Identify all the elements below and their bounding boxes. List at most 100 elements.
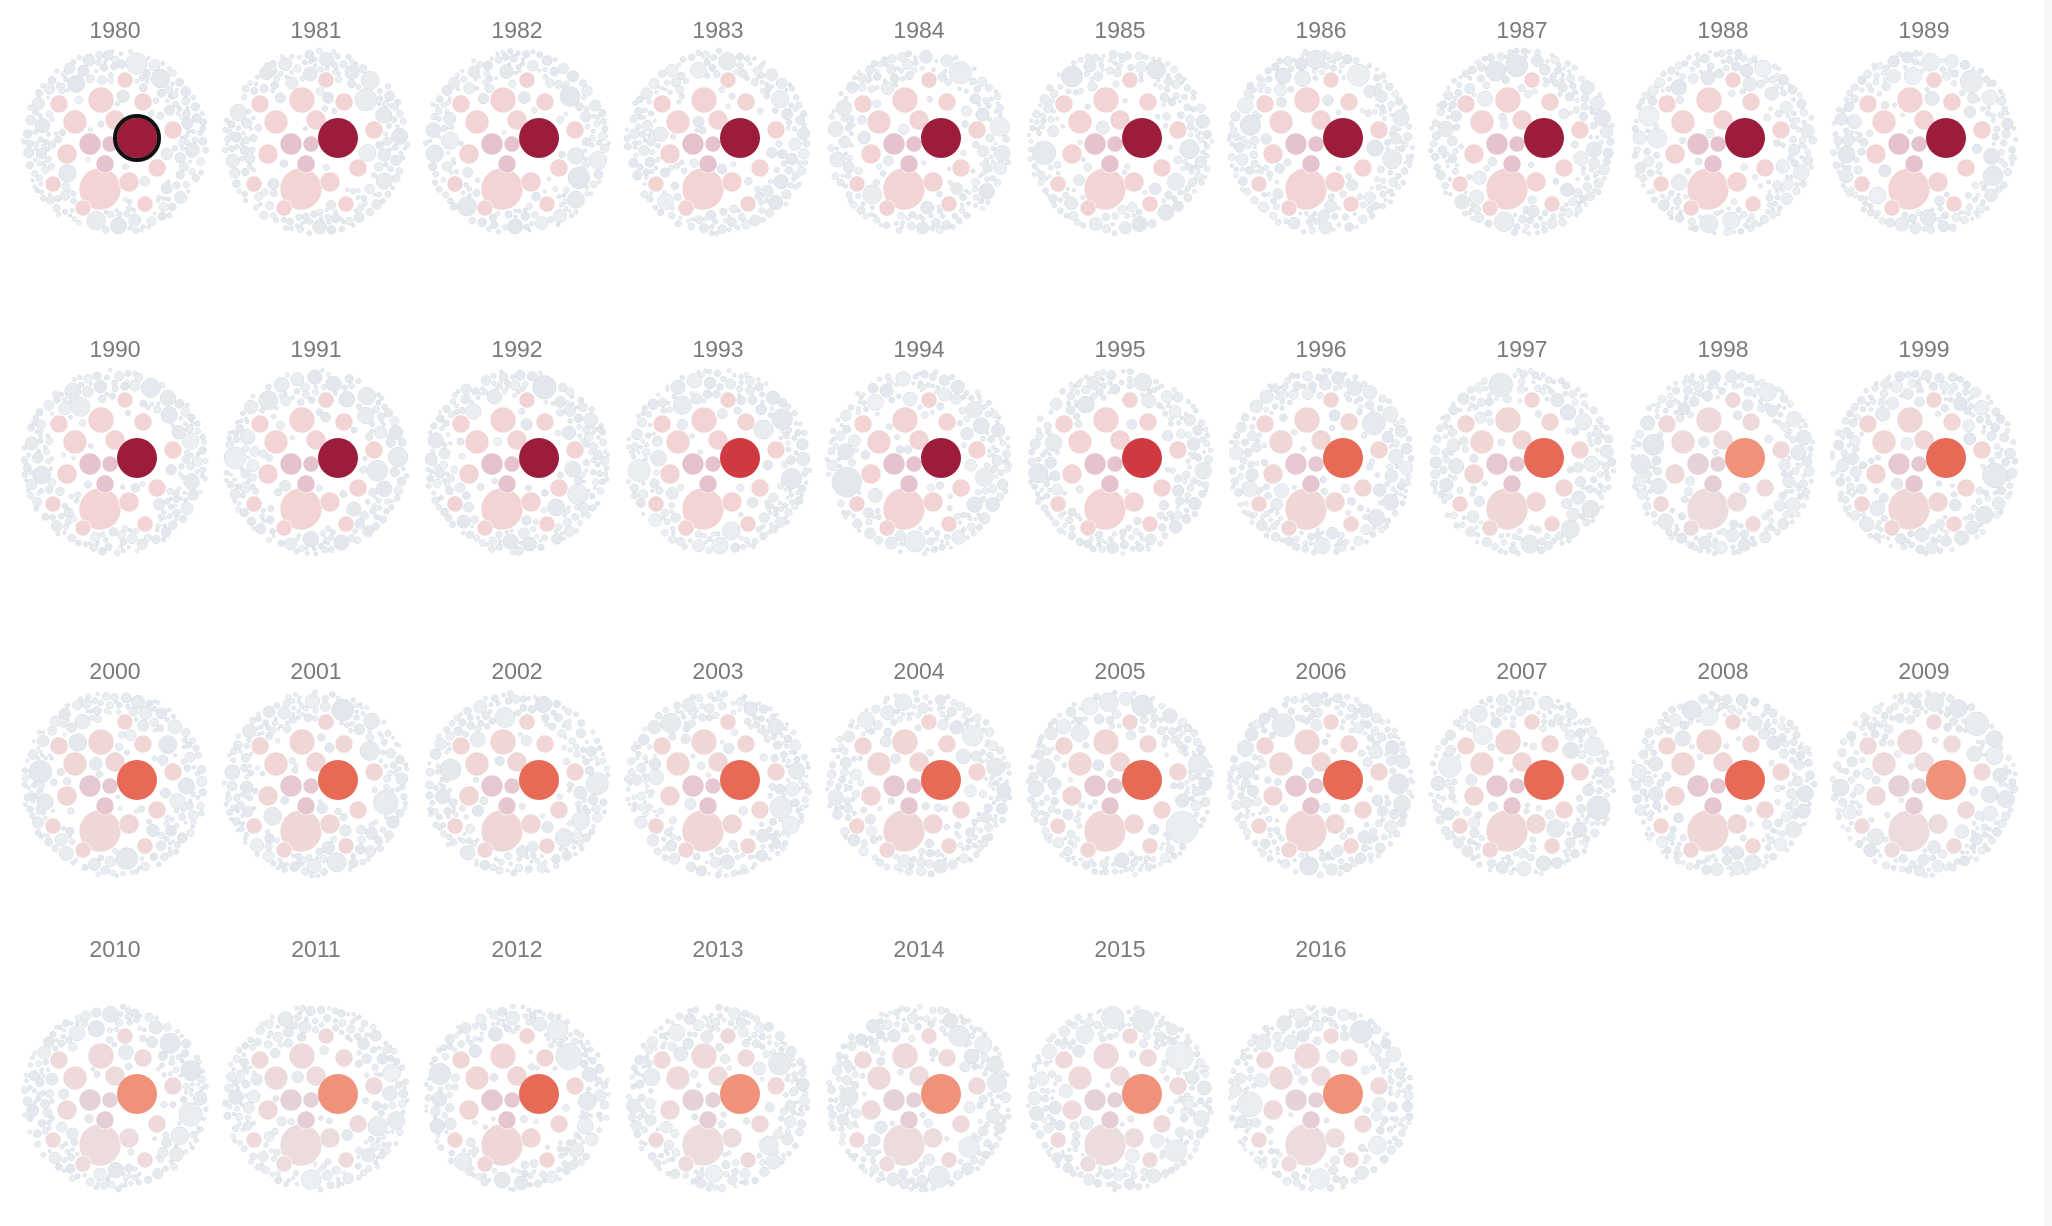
- background-bubble: [1599, 460, 1604, 466]
- background-bubble: [1644, 511, 1650, 516]
- focus-bubble[interactable]: [117, 760, 157, 800]
- background-bubble: [1383, 198, 1388, 203]
- panel-1989[interactable]: 1989: [1830, 17, 2019, 234]
- focus-bubble[interactable]: [720, 438, 760, 478]
- panel-2002[interactable]: 2002: [425, 658, 611, 877]
- focus-bubble[interactable]: [117, 118, 157, 158]
- panel-1998[interactable]: 1998: [1630, 336, 1816, 556]
- background-bubble: [371, 503, 377, 509]
- background-bubble: [199, 118, 207, 126]
- background-bubble: [1485, 397, 1494, 407]
- background-bubble: [980, 170, 987, 176]
- background-bubble: [504, 530, 509, 535]
- background-bubble: [241, 131, 246, 136]
- background-bubble: [49, 117, 55, 123]
- panel-1994[interactable]: 1994: [824, 336, 1013, 557]
- panel-1987[interactable]: 1987: [1428, 17, 1615, 236]
- background-bubble: [145, 404, 151, 411]
- focus-bubble[interactable]: [519, 438, 559, 478]
- background-bubble: [463, 182, 469, 188]
- panel-1982[interactable]: 1982: [422, 17, 611, 235]
- tinted-bubble: [480, 132, 504, 156]
- focus-bubble[interactable]: [318, 118, 358, 158]
- background-bubble: [987, 448, 992, 454]
- focus-bubble[interactable]: [1524, 438, 1564, 478]
- focus-bubble[interactable]: [921, 118, 961, 158]
- focus-bubble[interactable]: [1725, 438, 1765, 478]
- focus-bubble[interactable]: [1323, 438, 1363, 478]
- panel-1980[interactable]: 1980: [20, 17, 209, 235]
- panel-2000[interactable]: 2000: [21, 658, 208, 879]
- background-bubble: [1908, 541, 1915, 549]
- panel-1995[interactable]: 1995: [1027, 336, 1214, 556]
- background-bubble: [716, 163, 728, 175]
- background-bubble: [669, 525, 676, 532]
- focus-bubble[interactable]: [1926, 118, 1966, 158]
- year-label: 2003: [692, 658, 743, 684]
- background-bubble: [679, 56, 687, 63]
- panel-1999[interactable]: 1999: [1829, 336, 2019, 557]
- tinted-bubble: [348, 800, 368, 820]
- panel-1986[interactable]: 1986: [1226, 17, 1416, 235]
- background-bubble: [1557, 91, 1563, 98]
- focus-bubble[interactable]: [117, 438, 157, 478]
- background-bubble: [21, 774, 30, 782]
- focus-bubble[interactable]: [1122, 118, 1162, 158]
- panel-1981[interactable]: 1981: [222, 17, 411, 236]
- background-bubble: [1272, 188, 1284, 200]
- background-bubble: [1321, 367, 1327, 373]
- focus-bubble[interactable]: [318, 760, 358, 800]
- panel-1997[interactable]: 1997: [1429, 336, 1617, 557]
- background-bubble: [961, 120, 969, 128]
- background-bubble: [1429, 140, 1438, 148]
- focus-bubble[interactable]: [1323, 118, 1363, 158]
- background-bubble: [830, 428, 837, 435]
- background-bubble: [102, 537, 109, 543]
- panel-2004[interactable]: 2004: [824, 658, 1013, 878]
- panel-1991[interactable]: 1991: [223, 336, 410, 557]
- background-bubble: [180, 407, 190, 417]
- background-bubble: [1083, 162, 1093, 172]
- panel-1988[interactable]: 1988: [1631, 17, 1818, 237]
- panel-1992[interactable]: 1992: [424, 336, 611, 556]
- focus-bubble[interactable]: [720, 760, 760, 800]
- background-bubble: [65, 827, 75, 836]
- tinted-bubble: [62, 429, 88, 455]
- background-bubble: [31, 97, 45, 110]
- background-bubble: [476, 60, 484, 68]
- background-bubble: [1549, 72, 1557, 80]
- focus-bubble[interactable]: [720, 118, 760, 158]
- background-bubble: [1138, 77, 1144, 83]
- tinted-bubble: [489, 728, 517, 756]
- background-bubble: [443, 726, 450, 733]
- background-bubble: [322, 540, 327, 545]
- background-bubble: [437, 781, 442, 786]
- panel-2001[interactable]: 2001: [221, 658, 409, 879]
- background-bubble: [773, 174, 789, 190]
- background-bubble: [504, 210, 513, 219]
- background-bubble: [1968, 395, 1974, 401]
- panel-1985[interactable]: 1985: [1027, 17, 1215, 237]
- focus-bubble[interactable]: [1725, 118, 1765, 158]
- background-bubble: [64, 703, 70, 709]
- background-bubble: [186, 828, 195, 838]
- background-bubble: [937, 208, 943, 214]
- focus-bubble[interactable]: [519, 760, 559, 800]
- focus-bubble[interactable]: [1122, 438, 1162, 478]
- focus-bubble[interactable]: [921, 438, 961, 478]
- focus-bubble[interactable]: [1524, 118, 1564, 158]
- focus-bubble[interactable]: [318, 438, 358, 478]
- panel-1984[interactable]: 1984: [827, 17, 1012, 235]
- background-bubble: [1442, 455, 1451, 464]
- panel-1996[interactable]: 1996: [1229, 336, 1415, 556]
- panel-2003[interactable]: 2003: [623, 658, 812, 879]
- background-bubble: [227, 753, 232, 758]
- background-bubble: [1470, 485, 1477, 492]
- panel-1983[interactable]: 1983: [623, 17, 811, 237]
- focus-bubble[interactable]: [1926, 438, 1966, 478]
- background-bubble: [391, 173, 401, 183]
- focus-bubble[interactable]: [519, 118, 559, 158]
- tinted-bubble: [750, 800, 770, 820]
- panel-1993[interactable]: 1993: [625, 336, 812, 555]
- panel-1990[interactable]: 1990: [20, 336, 209, 557]
